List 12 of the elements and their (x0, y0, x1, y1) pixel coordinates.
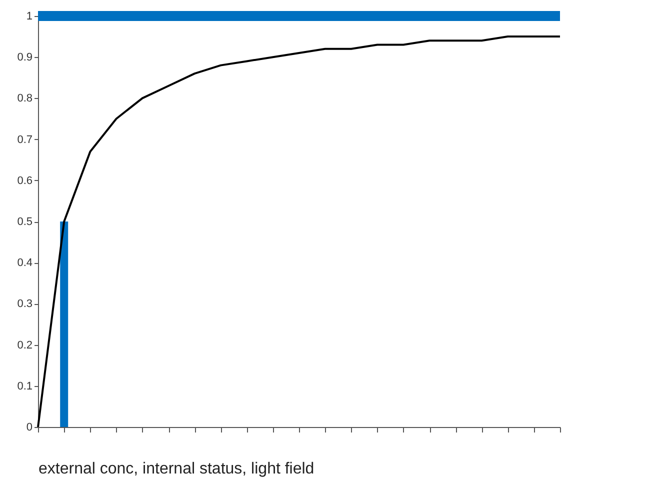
y-tick-label: 0.8 (17, 92, 32, 105)
y-tick-label: 0 (26, 422, 32, 434)
y-tick-label: 0.7 (17, 134, 32, 146)
y-tick-label: 0.6 (17, 174, 32, 187)
y-tick-label: 1 (26, 10, 32, 22)
y-tick-label: 0.2 (17, 339, 32, 352)
y-tick-label: 0.5 (17, 216, 32, 228)
y-tick-label: 0.3 (17, 298, 32, 310)
x-axis-title: external conc, internal status, light field (38, 460, 314, 478)
y-tick-label: 0.1 (17, 380, 32, 392)
y-tick-label: 0.9 (17, 52, 32, 64)
y-tick-label: 0.4 (17, 257, 32, 270)
